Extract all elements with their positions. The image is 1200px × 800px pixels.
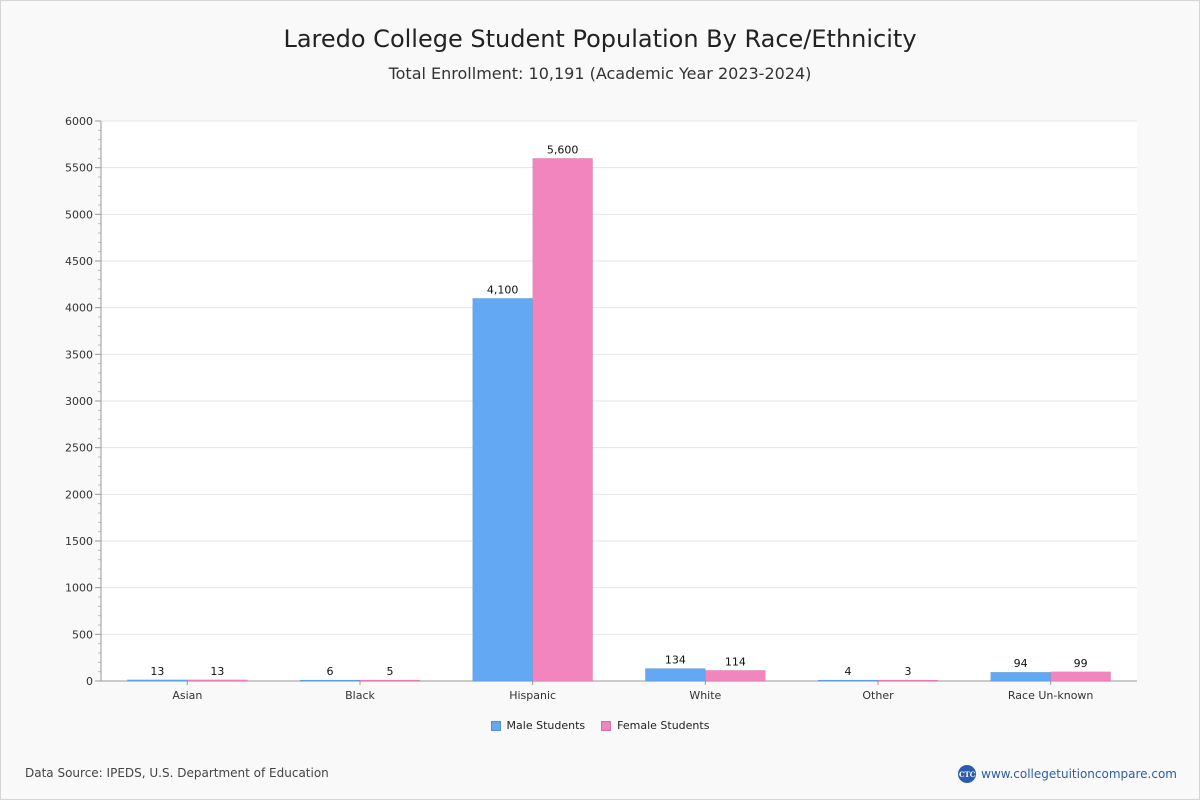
bar-female-students-other bbox=[877, 679, 939, 682]
data-label: 99 bbox=[1074, 657, 1088, 670]
x-tick-label: Hispanic bbox=[509, 689, 556, 702]
y-tick-label: 2500 bbox=[65, 442, 93, 455]
legend-item[interactable]: Male Students bbox=[490, 719, 586, 732]
y-tick-label: 6000 bbox=[65, 115, 93, 128]
y-tick-label: 2000 bbox=[65, 488, 93, 501]
data-label: 13 bbox=[150, 665, 164, 678]
legend-label: Male Students bbox=[506, 719, 586, 732]
x-tick-label: Other bbox=[862, 689, 894, 702]
bar-male-students-asian bbox=[127, 679, 188, 682]
y-tick-label: 4000 bbox=[65, 302, 93, 315]
bar-female-students-hispanic bbox=[532, 158, 593, 682]
x-tick-label: Black bbox=[345, 689, 375, 702]
chart-subtitle: Total Enrollment: 10,191 (Academic Year … bbox=[388, 64, 812, 83]
y-tick-label: 5000 bbox=[65, 208, 93, 221]
bar-male-students-race-un-known bbox=[990, 671, 1051, 682]
bar-female-students-race-un-known bbox=[1050, 671, 1111, 682]
bar-male-students-other bbox=[817, 679, 879, 682]
data-label: 4,100 bbox=[487, 283, 519, 296]
y-tick-label: 1000 bbox=[65, 582, 93, 595]
data-label: 5 bbox=[387, 665, 394, 678]
bar-female-students-black bbox=[359, 679, 421, 682]
y-tick-label: 3000 bbox=[65, 395, 93, 408]
data-label: 13 bbox=[210, 665, 224, 678]
brand-url: www.collegetuitioncompare.com bbox=[981, 767, 1177, 781]
data-label: 94 bbox=[1014, 657, 1028, 670]
y-tick-label: 500 bbox=[72, 628, 93, 641]
bar-female-students-asian bbox=[187, 679, 248, 682]
legend-swatch-icon bbox=[490, 720, 501, 731]
data-label: 134 bbox=[665, 653, 686, 666]
brand-link[interactable]: CTC www.collegetuitioncompare.com bbox=[958, 765, 1177, 783]
bar-male-students-hispanic bbox=[472, 298, 533, 682]
data-label: 4 bbox=[845, 665, 852, 678]
bar-male-students-black bbox=[299, 679, 361, 682]
legend: Male Students Female Students bbox=[1, 719, 1199, 732]
bar-male-students-white bbox=[645, 668, 706, 682]
data-label: 3 bbox=[905, 665, 912, 678]
brand-logo-icon: CTC bbox=[958, 765, 977, 783]
data-label: 114 bbox=[725, 655, 746, 668]
legend-swatch-icon bbox=[601, 720, 612, 731]
x-tick-label: Race Un-known bbox=[1008, 689, 1094, 702]
data-label: 5,600 bbox=[547, 143, 579, 156]
x-tick-label: White bbox=[689, 689, 721, 702]
x-tick-label: Asian bbox=[172, 689, 202, 702]
data-source-note: Data Source: IPEDS, U.S. Department of E… bbox=[25, 766, 329, 780]
y-tick-label: 4500 bbox=[65, 255, 93, 268]
y-tick-label: 1500 bbox=[65, 535, 93, 548]
legend-item[interactable]: Female Students bbox=[601, 719, 709, 732]
y-tick-label: 5500 bbox=[65, 162, 93, 175]
chart-title: Laredo College Student Population By Rac… bbox=[283, 25, 917, 53]
y-tick-label: 3500 bbox=[65, 348, 93, 361]
data-label: 6 bbox=[327, 665, 334, 678]
y-tick-label: 0 bbox=[86, 675, 93, 688]
bar-female-students-white bbox=[705, 670, 766, 682]
legend-label: Female Students bbox=[617, 719, 710, 732]
